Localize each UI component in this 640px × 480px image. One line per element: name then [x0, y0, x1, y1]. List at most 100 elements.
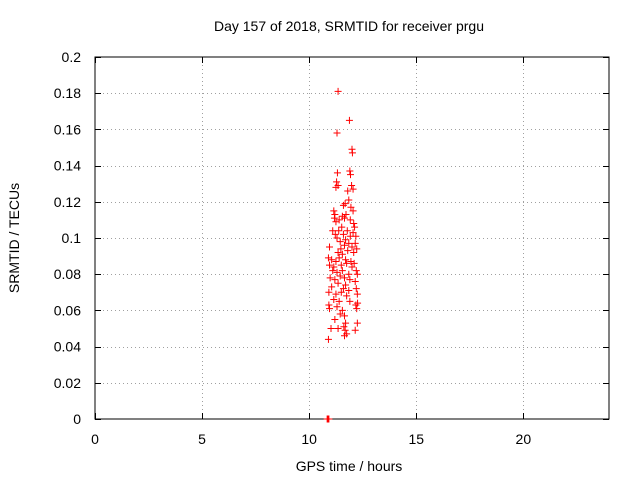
data-point: [332, 290, 340, 298]
plot-frame: [94, 56, 610, 420]
data-point: [335, 297, 343, 305]
data-point: [344, 247, 352, 255]
data-point: [330, 263, 338, 271]
data-point: [349, 185, 357, 193]
data-point: [341, 312, 349, 320]
data-point: [337, 261, 345, 269]
data-point: [326, 261, 334, 269]
data-point: [326, 243, 334, 251]
data-point: [345, 116, 353, 124]
data-point: [333, 234, 341, 242]
grid: [95, 57, 609, 419]
data-point: [325, 301, 333, 309]
data-point: [353, 305, 361, 313]
data-point: [337, 245, 345, 253]
data-point: [345, 196, 353, 204]
data-point: [348, 149, 356, 157]
x-tick-labels: 0 5 10 15 20: [91, 431, 531, 447]
data-point: [327, 325, 335, 332]
data-point: [343, 259, 351, 267]
y-tick-labels: 0 0.02 0.04 0.06 0.08 0.1 0.12 0.14 0.16 0.18 0.2: [54, 49, 81, 427]
data-point: [351, 223, 359, 231]
data-point: [334, 248, 342, 256]
chart-title: Day 157 of 2018, SRMTID for receiver prg…: [214, 18, 484, 34]
data-point: [348, 243, 356, 251]
data-point: [353, 270, 361, 278]
data-point: [335, 254, 343, 262]
x-axis-label: GPS time / hours: [296, 458, 403, 474]
y-tick-label: 0.02: [54, 375, 81, 391]
data-point: [333, 303, 341, 311]
data-point: [337, 288, 345, 296]
data-point: [350, 220, 358, 228]
data-point: [341, 214, 349, 222]
data-point: [347, 171, 355, 179]
data-point: [343, 292, 351, 300]
y-tick-label: 0.06: [54, 302, 81, 318]
data-point: [338, 306, 346, 314]
data-point: [330, 214, 338, 222]
data-point: [346, 216, 354, 224]
data-point: [331, 230, 339, 238]
data-point: [329, 267, 337, 275]
data-point: [341, 332, 349, 340]
data-point: [332, 218, 340, 226]
y-tick-label: 0.12: [54, 194, 81, 210]
data-point: [341, 326, 349, 334]
data-point: [336, 272, 344, 280]
data-point: [341, 274, 349, 282]
data-point: [333, 129, 341, 137]
data-point: [335, 216, 343, 224]
data-point: [347, 258, 355, 266]
data-point: [330, 296, 338, 304]
data-point: [326, 274, 334, 282]
data-point: [351, 239, 359, 247]
data-points: [323, 87, 362, 423]
data-point: [345, 270, 353, 278]
data-point: [342, 236, 350, 244]
data-point: [347, 203, 355, 211]
data-point: [334, 279, 342, 287]
data-point: [352, 267, 360, 275]
x-tick-label: 5: [198, 431, 206, 447]
data-point: [328, 283, 336, 291]
data-point: [352, 232, 360, 240]
data-point: [336, 310, 344, 318]
data-point: [333, 169, 341, 177]
data-point: [348, 182, 356, 190]
data-point: [341, 241, 349, 249]
data-point: [353, 319, 361, 327]
data-point: [345, 286, 353, 294]
data-point: [352, 285, 360, 293]
data-point: [343, 227, 351, 235]
data-point: [346, 276, 354, 284]
data-point: [338, 267, 346, 275]
data-point: [330, 207, 338, 215]
data-point: [346, 297, 354, 305]
y-tick-label: 0.18: [54, 85, 81, 101]
data-point: [334, 325, 342, 332]
data-point: [351, 326, 359, 334]
data-point: [331, 315, 339, 323]
data-point: [333, 178, 341, 186]
data-point: [350, 259, 358, 267]
data-point: [329, 227, 337, 235]
data-point: [324, 335, 332, 343]
data-point: [351, 277, 359, 285]
data-point: [342, 210, 350, 218]
y-axis-label: SRMTID / TECUs: [6, 183, 22, 293]
data-point: [346, 167, 354, 175]
data-point: [348, 263, 356, 271]
data-point: [344, 187, 352, 195]
data-point: [326, 305, 334, 313]
y-tick-label: 0.08: [54, 266, 81, 282]
data-point: [336, 238, 344, 246]
data-point: [332, 258, 340, 266]
data-point: [350, 248, 358, 256]
data-point: [339, 201, 347, 209]
data-point: [325, 288, 333, 296]
data-point: [340, 323, 348, 331]
y-tick-label: 0.16: [54, 121, 81, 137]
data-point: [353, 245, 361, 253]
